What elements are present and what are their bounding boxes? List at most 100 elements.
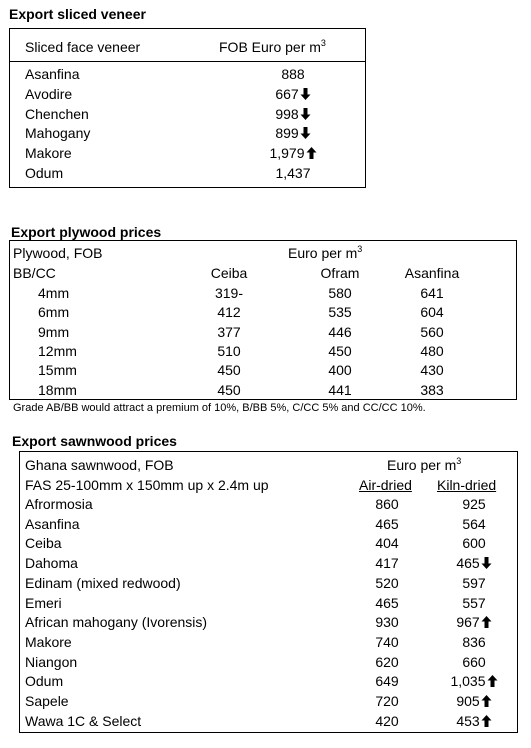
sawnwood-spec: FAS 25-100mm x 150mm up x 2.4m up: [25, 477, 269, 493]
veneer-header-divider: [10, 61, 365, 62]
plywood-size: 18mm: [38, 381, 77, 398]
sawnwood-air-price: 720: [375, 693, 399, 709]
sawnwood-species: Asanfina: [25, 515, 80, 532]
veneer-price: 998: [219, 105, 367, 125]
plywood-head1: Plywood, FOB: [13, 245, 103, 261]
sawnwood-kiln-price: 1,035: [434, 672, 514, 692]
sawnwood-kiln-value: 1,035: [450, 673, 486, 690]
sawnwood-species: Edinam (mixed redwood): [25, 574, 181, 591]
plywood-price: 535: [328, 304, 352, 321]
veneer-price-value: 1,437: [275, 165, 311, 181]
sawnwood-kiln-price: 557: [434, 594, 514, 614]
plywood-price: 560: [420, 323, 444, 340]
veneer-price: 1,979: [219, 144, 367, 164]
sawnwood-kiln-price: 564: [434, 515, 514, 535]
sawnwood-kiln-value: 660: [462, 653, 486, 670]
plywood-price: 377: [217, 323, 241, 340]
veneer-col1-header: Sliced face veneer: [25, 39, 141, 55]
plywood-price: 400: [328, 362, 352, 379]
sawnwood-kiln-price: 836: [434, 633, 514, 653]
plywood-size: 15mm: [38, 362, 77, 379]
plywood-size: 9mm: [38, 323, 70, 340]
plywood-price: 641: [420, 285, 444, 301]
sawnwood-kiln-price: 453: [434, 712, 514, 732]
arrow-up-icon: [481, 714, 492, 727]
sawnwood-air-price: 520: [375, 574, 399, 591]
sawnwood-kiln-value: 600: [462, 535, 486, 552]
plywood-price: 383: [420, 381, 444, 398]
plywood-price: 319-: [214, 285, 244, 301]
plywood-price: 580: [328, 285, 352, 301]
sawnwood-air-price: 465: [375, 594, 399, 611]
sawnwood-species: Odum: [25, 673, 64, 690]
plywood-head2: Euro per m3: [288, 244, 363, 262]
plywood-grade: BB/CC: [13, 265, 56, 281]
sawnwood-kiln-value: 465: [456, 555, 480, 572]
plywood-title: Export plywood prices: [11, 224, 162, 240]
sawnwood-col-kiln: Kiln-dried: [437, 477, 497, 493]
arrow-down-icon: [300, 107, 311, 120]
arrow-up-icon: [481, 616, 492, 629]
plywood-size: 4mm: [38, 285, 70, 301]
veneer-col2-header: FOB Euro per m3: [219, 38, 326, 56]
sawnwood-air-price: 620: [375, 653, 399, 670]
sawnwood-table: Ghana sawnwood, FOB Euro per m3 FAS 25-1…: [19, 451, 518, 733]
sawnwood-head1: Ghana sawnwood, FOB: [25, 457, 174, 473]
sawnwood-species: Niangon: [25, 653, 78, 670]
plywood-price: 480: [420, 342, 444, 359]
sawnwood-air-price: 417: [375, 555, 399, 572]
veneer-title: Export sliced veneer: [9, 6, 146, 22]
arrow-down-icon: [300, 127, 311, 140]
plywood-price: 604: [420, 304, 444, 321]
sawnwood-kiln-value: 557: [462, 594, 486, 611]
sawnwood-kiln-value: 905: [456, 693, 480, 709]
veneer-price: 899: [219, 124, 367, 144]
veneer-price-value: 998: [275, 105, 299, 122]
sawnwood-air-price: 420: [375, 712, 399, 729]
plywood-price: 441: [328, 381, 352, 398]
sawnwood-kiln-price: 967: [434, 613, 514, 633]
sawnwood-air-price: 860: [375, 496, 399, 512]
sawnwood-species: Ceiba: [25, 535, 62, 552]
veneer-price-value: 899: [275, 125, 299, 142]
sawnwood-species: Emeri: [25, 594, 62, 611]
sawnwood-species: Sapele: [25, 693, 69, 709]
plywood-price: 450: [217, 362, 241, 379]
sawnwood-air-price: 740: [375, 633, 399, 650]
sawnwood-col-air: Air-dried: [359, 477, 412, 493]
sawnwood-title: Export sawnwood prices: [12, 433, 177, 449]
sawnwood-kiln-price: 597: [434, 574, 514, 594]
veneer-price: 888: [219, 65, 367, 85]
plywood-price: 510: [217, 342, 241, 359]
plywood-size: 12mm: [38, 342, 77, 359]
sawnwood-air-price: 930: [375, 614, 399, 631]
sawnwood-kiln-value: 836: [462, 633, 486, 650]
plywood-note: Grade AB/BB would attract a premium of 1…: [13, 402, 426, 414]
sawnwood-species: Afrormosia: [25, 496, 93, 512]
veneer-species: Chenchen: [25, 105, 89, 122]
sawnwood-kiln-price: 925: [434, 495, 514, 515]
veneer-price-value: 888: [281, 66, 305, 82]
arrow-up-icon: [306, 147, 317, 160]
sawnwood-head2: Euro per m3: [387, 456, 462, 474]
arrow-down-icon: [481, 557, 492, 570]
veneer-price-value: 667: [275, 85, 299, 102]
sawnwood-kiln-value: 564: [462, 515, 486, 532]
plywood-species-header: Ceiba: [210, 265, 248, 281]
plywood-price: 430: [420, 362, 444, 379]
plywood-table: Plywood, FOB Euro per m3 BB/CC Ceiba Ofra…: [9, 240, 517, 400]
sawnwood-kiln-value: 967: [456, 614, 480, 631]
plywood-price: 446: [328, 323, 352, 340]
sawnwood-air-price: 404: [375, 535, 399, 552]
plywood-price: 450: [328, 342, 352, 359]
sawnwood-kiln-price: 465: [434, 554, 514, 574]
sawnwood-species: Makore: [25, 633, 72, 650]
sawnwood-species: Dahoma: [25, 555, 78, 572]
plywood-species-header: Ofram: [320, 265, 360, 281]
sawnwood-kiln-price: 660: [434, 653, 514, 673]
sawnwood-kiln-value: 925: [462, 496, 486, 512]
veneer-species: Makore: [25, 145, 72, 162]
sawnwood-species: Wawa 1C & Select: [25, 712, 142, 729]
veneer-price-value: 1,979: [269, 145, 305, 162]
sawnwood-kiln-value: 453: [456, 712, 480, 729]
